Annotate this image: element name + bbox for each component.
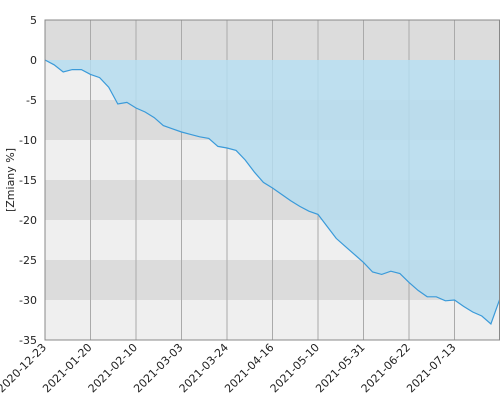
y-tick-label: -10 [19,134,37,147]
y-tick-label: -5 [26,94,37,107]
area [45,60,500,324]
y-tick-label: -25 [19,254,37,267]
y-tick-label: 0 [30,54,37,67]
line [44,59,500,326]
y-axis-label: [Zmiany %] [4,148,17,212]
y-tick-label: -35 [19,334,37,347]
y-tick-label: 5 [30,14,37,27]
y-tick-label: -30 [19,294,37,307]
x-tick-label: 2021-07-13 [404,341,458,395]
y-tick-label: -15 [19,174,37,187]
y-tick-label: -20 [19,214,37,227]
